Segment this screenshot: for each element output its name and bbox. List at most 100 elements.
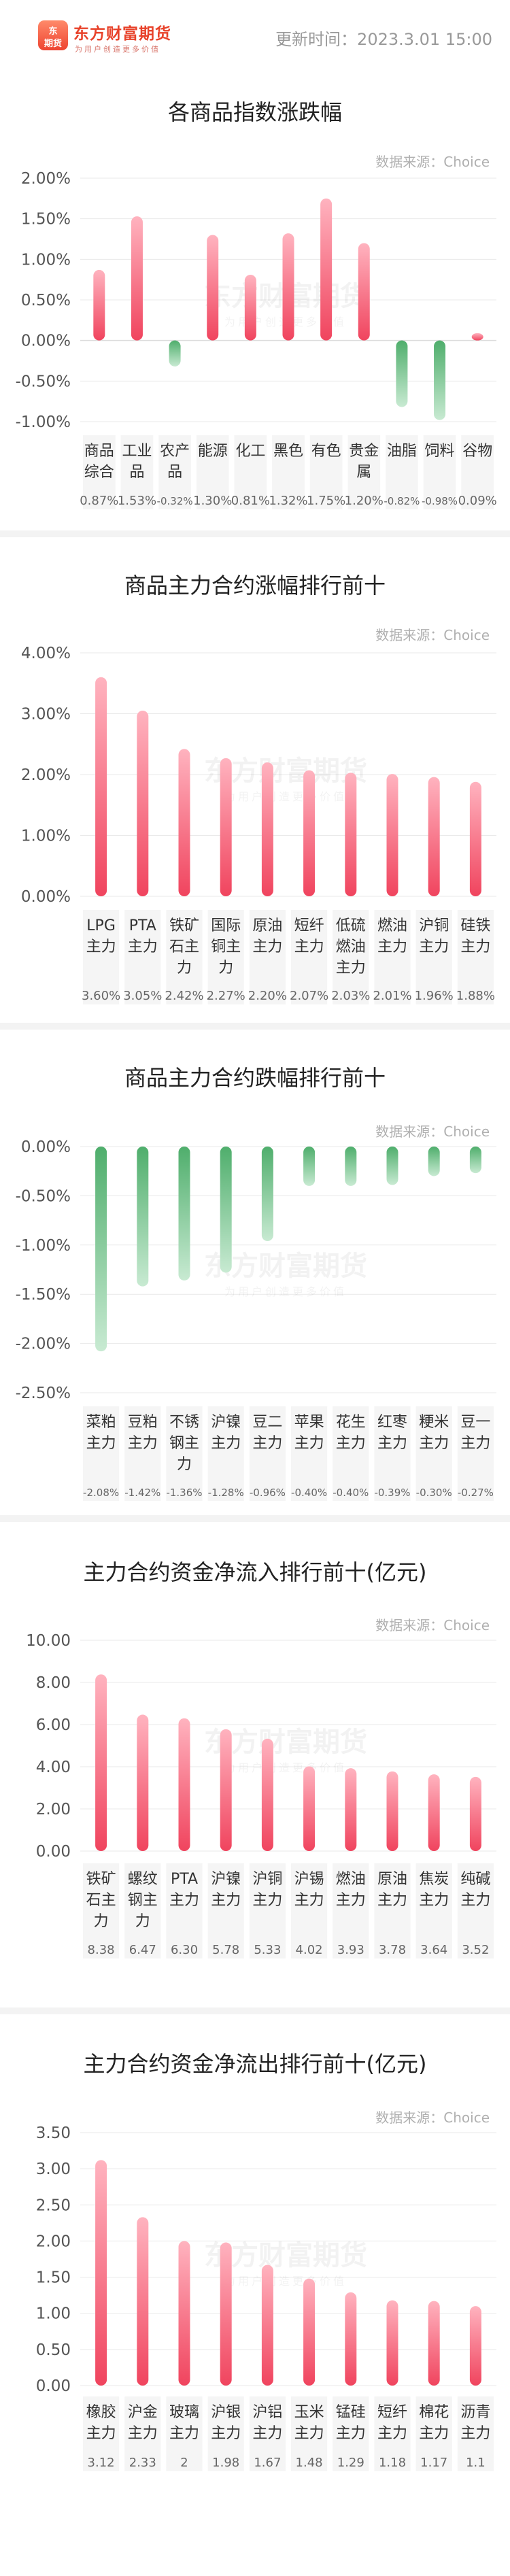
bar: [261, 762, 273, 896]
value-label: -1.42%: [124, 1487, 160, 1499]
x-category-label: 主力: [252, 938, 282, 955]
bar: [386, 1147, 398, 1185]
category-label-box: [207, 1863, 244, 1959]
x-category-label: 主力: [294, 1892, 324, 1909]
category-label-box: [120, 435, 154, 509]
category-label-box: [386, 435, 418, 509]
section-divider: [0, 530, 510, 537]
y-tick-label: 3.00%: [21, 706, 71, 724]
value-label: -0.96%: [250, 1487, 286, 1499]
value-label: 1.20%: [345, 494, 384, 508]
bar: [131, 216, 143, 341]
category-label-box: [249, 2396, 286, 2471]
watermark-slogan: 为用户创造更多价值: [224, 316, 347, 328]
x-category-label: 主力: [252, 1892, 282, 1909]
value-label: 0.87%: [80, 494, 118, 508]
x-category-label: 低硫: [336, 917, 366, 934]
value-label: 1.88%: [456, 989, 495, 1003]
x-category-label: 主力: [419, 938, 449, 955]
value-label: 2.20%: [248, 989, 287, 1003]
x-category-label: 豆二: [252, 1414, 282, 1431]
y-tick-label: 2.00: [36, 1801, 71, 1818]
value-label: 3.60%: [82, 989, 120, 1003]
x-category-label: 化工: [235, 443, 265, 460]
category-label-box: [415, 2396, 452, 2471]
x-category-label: 主力: [252, 2425, 282, 2442]
value-label: 3.64: [420, 1943, 447, 1957]
x-category-label: 主力: [419, 2425, 449, 2442]
x-category-label: 主力: [336, 1435, 366, 1452]
x-category-label: 玉米: [294, 2404, 324, 2421]
category-label-box: [83, 1863, 120, 1959]
brand-logo-icon: 东 期货: [38, 20, 68, 50]
chart-title: 主力合约资金净流出排行前十(亿元): [83, 2051, 427, 2077]
x-category-label: 主力: [460, 2425, 490, 2442]
x-category-label: 菜粕: [86, 1414, 116, 1431]
bar: [282, 233, 294, 341]
category-label-box: [291, 2396, 328, 2471]
watermark-text: 东方财富期货: [204, 1726, 367, 1758]
value-label: 1.53%: [118, 494, 156, 508]
x-category-label: 力: [177, 960, 192, 977]
x-category-label: 沥青: [460, 2404, 490, 2421]
x-category-label: 能源: [198, 443, 228, 460]
category-label-box: [415, 1863, 452, 1959]
category-label-box: [83, 910, 120, 1004]
bar: [261, 2265, 273, 2386]
value-label: 2.07%: [290, 989, 328, 1003]
category-label-box: [457, 2396, 494, 2471]
x-category-label: 主力: [419, 1435, 449, 1452]
category-label-box: [333, 1863, 369, 1959]
x-category-label: 属: [356, 464, 371, 481]
section-divider: [0, 1023, 510, 1030]
value-label: -1.36%: [166, 1487, 202, 1499]
category-label-box: [291, 1406, 328, 1501]
value-label: -1.28%: [208, 1487, 244, 1499]
x-category-label: 力: [135, 1913, 150, 1930]
value-label: 2.27%: [207, 989, 245, 1003]
bar: [93, 269, 105, 341]
watermark-text: 东方财富期货: [204, 1250, 367, 1282]
y-tick-label: 2.50: [36, 2197, 71, 2214]
bar: [303, 1147, 316, 1186]
x-category-label: 豆一: [460, 1414, 490, 1431]
x-category-label: 力: [177, 1456, 192, 1473]
y-tick-label: 6.00: [36, 1716, 71, 1734]
bar: [434, 340, 446, 420]
x-category-label: 国际: [211, 917, 241, 934]
bar: [207, 235, 219, 341]
value-label: 1.32%: [269, 494, 307, 508]
value-label: 2.03%: [331, 989, 370, 1003]
bar: [345, 773, 357, 896]
watermark-slogan: 为用户创造更多价值: [224, 2275, 347, 2288]
x-category-label: 苹果: [294, 1414, 324, 1431]
y-tick-label: 3.50: [36, 2124, 71, 2142]
category-label-box: [457, 910, 494, 1004]
bar: [303, 1766, 316, 1851]
x-category-label: 铜主: [211, 938, 241, 955]
category-label-box: [83, 435, 116, 509]
bar: [469, 1776, 481, 1851]
x-category-label: 铁矿: [169, 917, 199, 934]
x-category-label: 主力: [377, 1435, 407, 1452]
bar: [428, 777, 440, 896]
bar: [169, 340, 181, 367]
bar: [178, 1718, 190, 1851]
x-category-label: LPG: [86, 917, 116, 934]
y-tick-label: -0.50%: [16, 1187, 71, 1205]
category-label-box: [249, 1863, 286, 1959]
bar: [261, 1738, 273, 1851]
y-tick-label: -0.50%: [16, 373, 71, 390]
category-label-box: [207, 1406, 244, 1501]
x-category-label: 主力: [86, 2425, 116, 2442]
y-tick-label: 0.00%: [21, 333, 71, 350]
category-label-box: [374, 910, 411, 1004]
category-label-box: [124, 910, 161, 1004]
x-category-label: 主力: [86, 938, 116, 955]
x-category-label: 主力: [294, 2425, 324, 2442]
x-category-label: 沪银: [211, 2404, 241, 2421]
bar: [137, 1714, 149, 1851]
